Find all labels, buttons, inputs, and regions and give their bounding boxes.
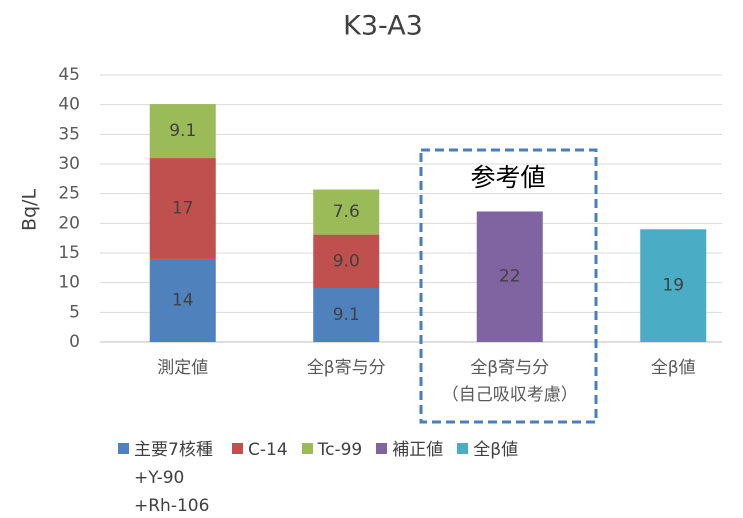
legend-swatch (457, 442, 469, 454)
bar-segment (640, 229, 707, 342)
legend-item: Tc-99 (301, 436, 363, 464)
y-tick-label: 15 (58, 243, 80, 263)
legend: 主要7核種 +Y-90 +Rh-106 C-14 Tc-99 補正値 全β値 (118, 436, 532, 518)
legend-item: C-14 (232, 436, 288, 464)
annotation: 参考値 (470, 163, 545, 192)
chart-title: K3-A3 (343, 11, 423, 42)
bar-segment (149, 258, 216, 342)
legend-label: 主要7核種 +Y-90 +Rh-106 (134, 440, 213, 516)
legend-item: 主要7核種 +Y-90 +Rh-106 (118, 436, 218, 518)
x-tick-label: （自己吸収考慮） (442, 385, 578, 405)
y-tick-label: 25 (58, 184, 80, 204)
x-tick-label: 全β値 (651, 358, 696, 378)
bar-segment (313, 234, 380, 289)
annotation-box (419, 148, 598, 424)
y-tick-label: 30 (58, 154, 80, 174)
x-tick-label: 測定値 (157, 358, 208, 378)
legend-swatch (376, 442, 388, 454)
x-tick-label: 全β寄与分 (470, 358, 549, 378)
y-axis-label: Bq/L (19, 189, 41, 231)
chart: K3-A3 Bq/L 0 5 10 15 20 25 30 35 40 45 測定値 14 17 9.1 全… (19, 11, 722, 424)
legend-item: 全β値 (457, 436, 518, 464)
legend-label: 補正値 (392, 440, 444, 460)
legend-item: 補正値 (376, 436, 443, 464)
legend-swatch (118, 442, 129, 454)
legend-swatch (301, 442, 313, 454)
y-tick-label: 35 (58, 124, 80, 144)
data-label: 19 (662, 276, 684, 296)
data-label: 9.0 (333, 251, 360, 271)
bar-segment (476, 211, 543, 342)
data-label: 9.1 (333, 305, 360, 325)
y-tick-label: 45 (58, 65, 80, 85)
bar-segment (313, 288, 380, 342)
data-label: 9.1 (169, 121, 196, 141)
bar-segment (149, 158, 216, 259)
y-tick-label: 10 (58, 273, 80, 293)
y-tick-label: 20 (58, 213, 80, 233)
bar-segment (313, 189, 380, 235)
data-label: 22 (499, 267, 521, 287)
legend-label: 全β値 (473, 440, 519, 460)
y-tick-label: 40 (58, 95, 80, 115)
legend-label: C-14 (248, 440, 288, 460)
y-tick-label: 5 (69, 302, 80, 322)
x-tick-label: 全β寄与分 (307, 358, 386, 378)
legend-label: Tc-99 (317, 440, 363, 460)
bar-segment (149, 104, 216, 159)
data-label: 7.6 (333, 202, 360, 222)
data-label: 17 (172, 199, 194, 219)
legend-swatch (232, 442, 243, 454)
data-label: 14 (172, 290, 194, 310)
y-tick-label: 0 (69, 332, 80, 352)
